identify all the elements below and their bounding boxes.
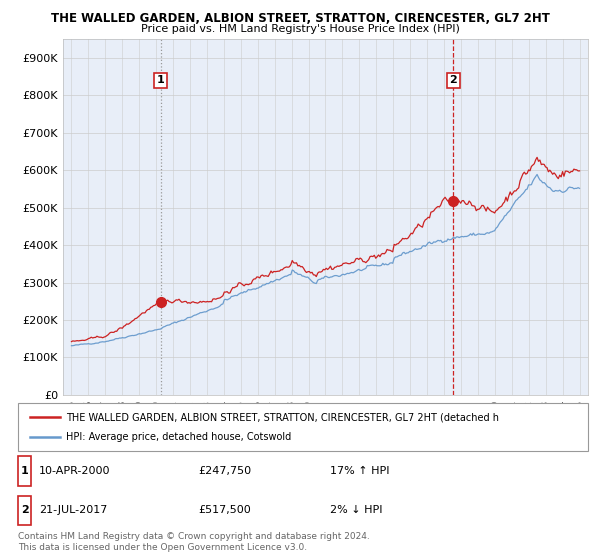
Text: 21-JUL-2017: 21-JUL-2017 [39,505,107,515]
Text: HPI: Average price, detached house, Cotswold: HPI: Average price, detached house, Cots… [66,432,291,442]
Text: THE WALLED GARDEN, ALBION STREET, STRATTON, CIRENCESTER, GL7 2HT: THE WALLED GARDEN, ALBION STREET, STRATT… [50,12,550,25]
Text: £517,500: £517,500 [198,505,251,515]
Text: 2% ↓ HPI: 2% ↓ HPI [330,505,383,515]
Text: 1: 1 [157,76,164,85]
Text: Price paid vs. HM Land Registry's House Price Index (HPI): Price paid vs. HM Land Registry's House … [140,24,460,34]
Text: THE WALLED GARDEN, ALBION STREET, STRATTON, CIRENCESTER, GL7 2HT (detached h: THE WALLED GARDEN, ALBION STREET, STRATT… [66,413,499,422]
Text: 1: 1 [21,466,28,476]
Text: 2: 2 [449,76,457,85]
Text: Contains HM Land Registry data © Crown copyright and database right 2024.
This d: Contains HM Land Registry data © Crown c… [18,532,370,552]
Text: £247,750: £247,750 [198,466,251,476]
Text: 2: 2 [21,505,28,515]
Text: 10-APR-2000: 10-APR-2000 [39,466,110,476]
Text: 17% ↑ HPI: 17% ↑ HPI [330,466,389,476]
